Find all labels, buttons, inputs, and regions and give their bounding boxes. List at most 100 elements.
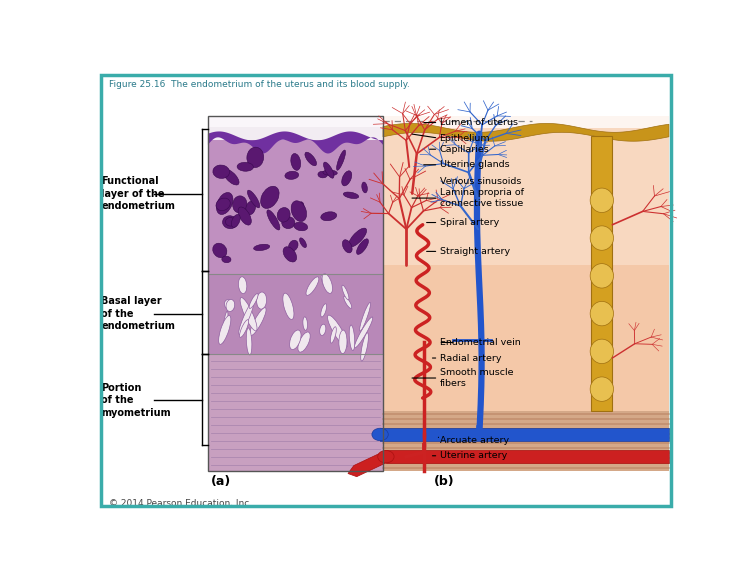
Text: Radial artery: Radial artery [440,354,501,362]
Polygon shape [208,132,383,153]
Text: Functional
layer of the
endometrium: Functional layer of the endometrium [101,176,175,211]
Ellipse shape [590,188,614,212]
Ellipse shape [361,182,367,193]
Text: (a): (a) [211,475,231,488]
Bar [383,116,669,128]
Ellipse shape [343,192,358,198]
Ellipse shape [361,333,368,361]
Ellipse shape [277,208,290,222]
Ellipse shape [300,238,306,248]
Ellipse shape [328,315,348,347]
Ellipse shape [303,317,307,331]
Bar [208,354,383,471]
Text: Uterine glands: Uterine glands [440,160,509,169]
Ellipse shape [240,298,257,331]
Ellipse shape [223,216,238,228]
Ellipse shape [224,169,239,185]
Ellipse shape [349,325,355,351]
Bar [591,136,612,411]
Bar [383,411,669,471]
Ellipse shape [216,198,230,211]
Ellipse shape [291,201,306,222]
Ellipse shape [590,339,614,364]
Ellipse shape [283,247,297,262]
Text: Endometrial vein: Endometrial vein [440,338,520,347]
Ellipse shape [337,150,346,170]
Ellipse shape [245,201,255,215]
Bar [208,116,383,140]
Ellipse shape [378,451,394,463]
Text: Smooth muscle
fibers: Smooth muscle fibers [440,368,513,388]
Ellipse shape [250,308,266,336]
Ellipse shape [231,215,240,227]
Bar [380,428,669,441]
Ellipse shape [225,218,236,226]
Bar [383,116,669,265]
Bar [383,471,669,501]
Ellipse shape [283,293,294,320]
Text: Lumen of uterus: Lumen of uterus [440,118,517,127]
Ellipse shape [239,277,247,294]
Bar [208,116,383,471]
Ellipse shape [246,328,252,355]
Ellipse shape [590,264,614,288]
Ellipse shape [239,301,254,334]
Ellipse shape [331,327,337,343]
Bar [208,116,383,471]
Ellipse shape [290,330,301,350]
Ellipse shape [285,171,299,179]
Text: © 2014 Pearson Education, Inc.: © 2014 Pearson Education, Inc. [108,499,252,508]
Text: Basal layer
of the
endometrium: Basal layer of the endometrium [101,296,175,331]
Text: Figure 25.16  The endometrium of the uterus and its blood supply.: Figure 25.16 The endometrium of the uter… [108,80,410,89]
Ellipse shape [318,171,328,178]
Bar [208,273,383,354]
Text: Arcuate artery: Arcuate artery [440,436,509,445]
Text: Capillaries: Capillaries [440,145,489,153]
Bar [386,451,669,463]
Ellipse shape [233,196,247,213]
Ellipse shape [291,153,300,170]
Bar [208,140,383,273]
Ellipse shape [226,299,235,312]
Bar [208,116,383,127]
Ellipse shape [294,222,308,231]
Text: Spiral artery: Spiral artery [440,218,498,227]
Ellipse shape [355,317,373,348]
Ellipse shape [590,301,614,326]
Ellipse shape [321,304,327,317]
Ellipse shape [321,212,337,221]
Text: (b): (b) [434,475,455,488]
Ellipse shape [372,428,389,441]
Ellipse shape [213,243,227,258]
Ellipse shape [320,324,326,335]
Ellipse shape [322,273,333,294]
Text: Uterine artery: Uterine artery [440,451,507,460]
Ellipse shape [222,311,228,343]
Ellipse shape [224,299,234,310]
Ellipse shape [257,292,267,309]
Ellipse shape [344,296,352,309]
Ellipse shape [349,228,367,247]
Ellipse shape [288,240,298,251]
Ellipse shape [247,147,264,167]
Text: Lamina propria of
connective tissue: Lamina propria of connective tissue [440,188,523,208]
Ellipse shape [360,302,370,331]
Ellipse shape [323,170,337,175]
Bar [383,116,669,411]
Ellipse shape [343,240,352,253]
Ellipse shape [306,277,319,295]
Ellipse shape [238,207,252,225]
Ellipse shape [254,244,270,250]
Ellipse shape [342,285,349,300]
Ellipse shape [248,190,260,208]
Ellipse shape [298,202,304,212]
Ellipse shape [218,316,231,344]
Ellipse shape [261,186,279,208]
Ellipse shape [237,162,254,171]
Ellipse shape [356,239,368,254]
Ellipse shape [216,193,233,215]
Ellipse shape [324,162,334,178]
Ellipse shape [590,377,614,402]
Text: Epithelium: Epithelium [440,134,490,143]
Ellipse shape [267,210,280,230]
